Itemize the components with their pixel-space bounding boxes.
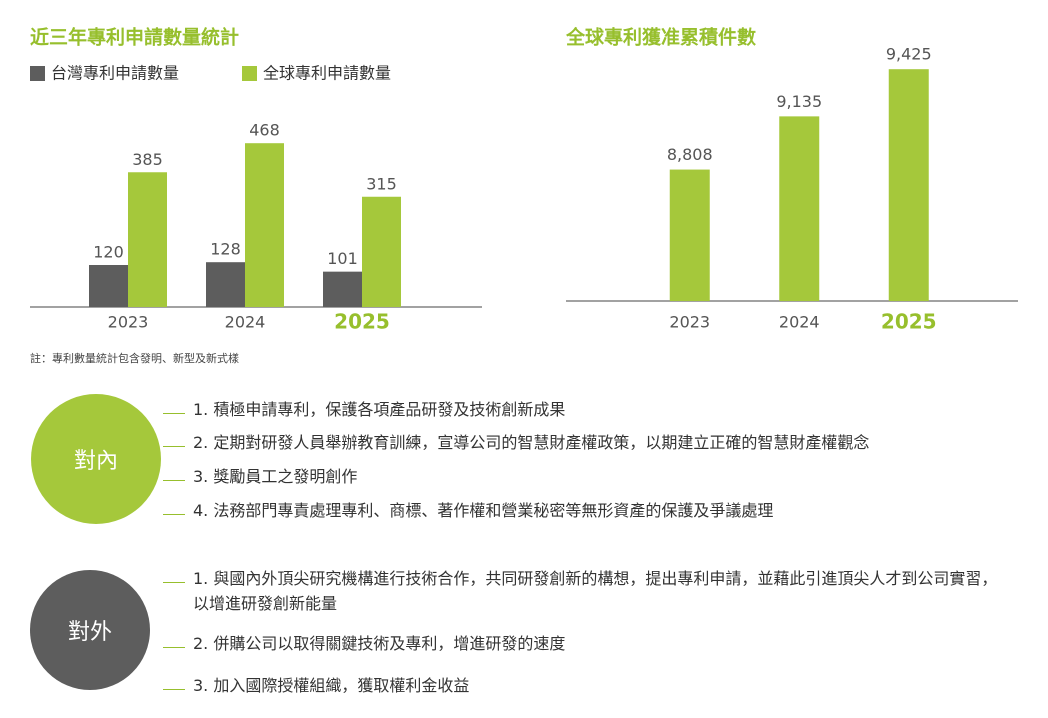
list-item: 3. 獎勵員工之發明創作 xyxy=(163,464,1013,489)
section-badge: 對內 xyxy=(31,394,161,524)
value-label: 9,135 xyxy=(776,92,822,111)
section-badge: 對外 xyxy=(30,570,150,690)
bullet-dash xyxy=(163,464,185,481)
bar xyxy=(669,169,710,301)
list-item: 1. 積極申請專利，保護各項產品研發及技術創新成果 xyxy=(163,397,1013,422)
chart-title: 全球專利獲准累積件數 xyxy=(565,26,756,49)
bar xyxy=(89,265,128,307)
value-label: 468 xyxy=(249,121,280,140)
list-item: 2. 定期對研發人員舉辦教育訓練，宣導公司的智慧財產權政策，以期建立正確的智慧財… xyxy=(163,430,1013,455)
x-tick-label: 2023 xyxy=(669,313,710,332)
value-label: 385 xyxy=(132,150,163,169)
bullet-dash xyxy=(163,631,185,648)
legend-label: 全球專利申請數量 xyxy=(263,64,391,83)
bar xyxy=(779,116,820,301)
bullet-dash xyxy=(163,498,185,515)
list-item: 3. 加入國際授權組織，獲取權利金收益 xyxy=(163,673,1013,698)
value-label: 101 xyxy=(327,249,358,268)
list-item: 2. 併購公司以取得關鍵技術及專利，增進研發的速度 xyxy=(163,631,1013,656)
legend-swatch xyxy=(242,66,257,81)
bullet-dash xyxy=(163,673,185,690)
item-text: 4. 法務部門專責處理專利、商標、著作權和營業秘密等無形資產的保護及爭議處理 xyxy=(193,501,774,520)
item-text: 1. 積極申請專利，保護各項產品研發及技術創新成果 xyxy=(193,400,566,419)
bullet-dash xyxy=(163,397,185,414)
chart-title: 近三年專利申請數量統計 xyxy=(30,26,239,49)
bar xyxy=(206,262,245,307)
x-tick-label: 2025 xyxy=(881,310,937,334)
bullet-dash xyxy=(163,430,185,447)
bar xyxy=(362,196,401,307)
bar xyxy=(323,271,362,307)
item-text: 2. 併購公司以取得關鍵技術及專利，增進研發的速度 xyxy=(193,634,566,653)
note: 註：專利數量統計包含發明、新型及新式樣 xyxy=(30,352,239,365)
item-text: 2. 定期對研發人員舉辦教育訓練，宣導公司的智慧財產權政策，以期建立正確的智慧財… xyxy=(193,433,870,452)
x-tick-label: 2024 xyxy=(779,313,820,332)
value-label: 315 xyxy=(366,174,397,193)
value-label: 8,808 xyxy=(667,145,713,164)
list-item: 1. 與國內外頂尖研究機構進行技術合作，共同研發創新的構想，提出專利申請，並藉此… xyxy=(163,566,1013,616)
x-tick-label: 2023 xyxy=(108,313,149,332)
item-text: 3. 加入國際授權組織，獲取權利金收益 xyxy=(193,676,470,695)
bullet-dash xyxy=(163,566,185,583)
item-text: 3. 獎勵員工之發明創作 xyxy=(193,467,358,486)
bar xyxy=(888,69,929,301)
bar xyxy=(245,143,284,307)
value-label: 9,425 xyxy=(886,45,932,64)
bar xyxy=(128,172,167,307)
list-item: 4. 法務部門專責處理專利、商標、著作權和營業秘密等無形資產的保護及爭議處理 xyxy=(163,498,1013,523)
value-label: 120 xyxy=(93,243,124,262)
item-text: 1. 與國內外頂尖研究機構進行技術合作，共同研發創新的構想，提出專利申請，並藉此… xyxy=(193,569,998,613)
x-tick-label: 2025 xyxy=(334,310,390,334)
value-label: 128 xyxy=(210,240,241,259)
legend-label: 台灣專利申請數量 xyxy=(51,64,179,83)
x-tick-label: 2024 xyxy=(225,313,266,332)
legend-swatch xyxy=(30,66,45,81)
